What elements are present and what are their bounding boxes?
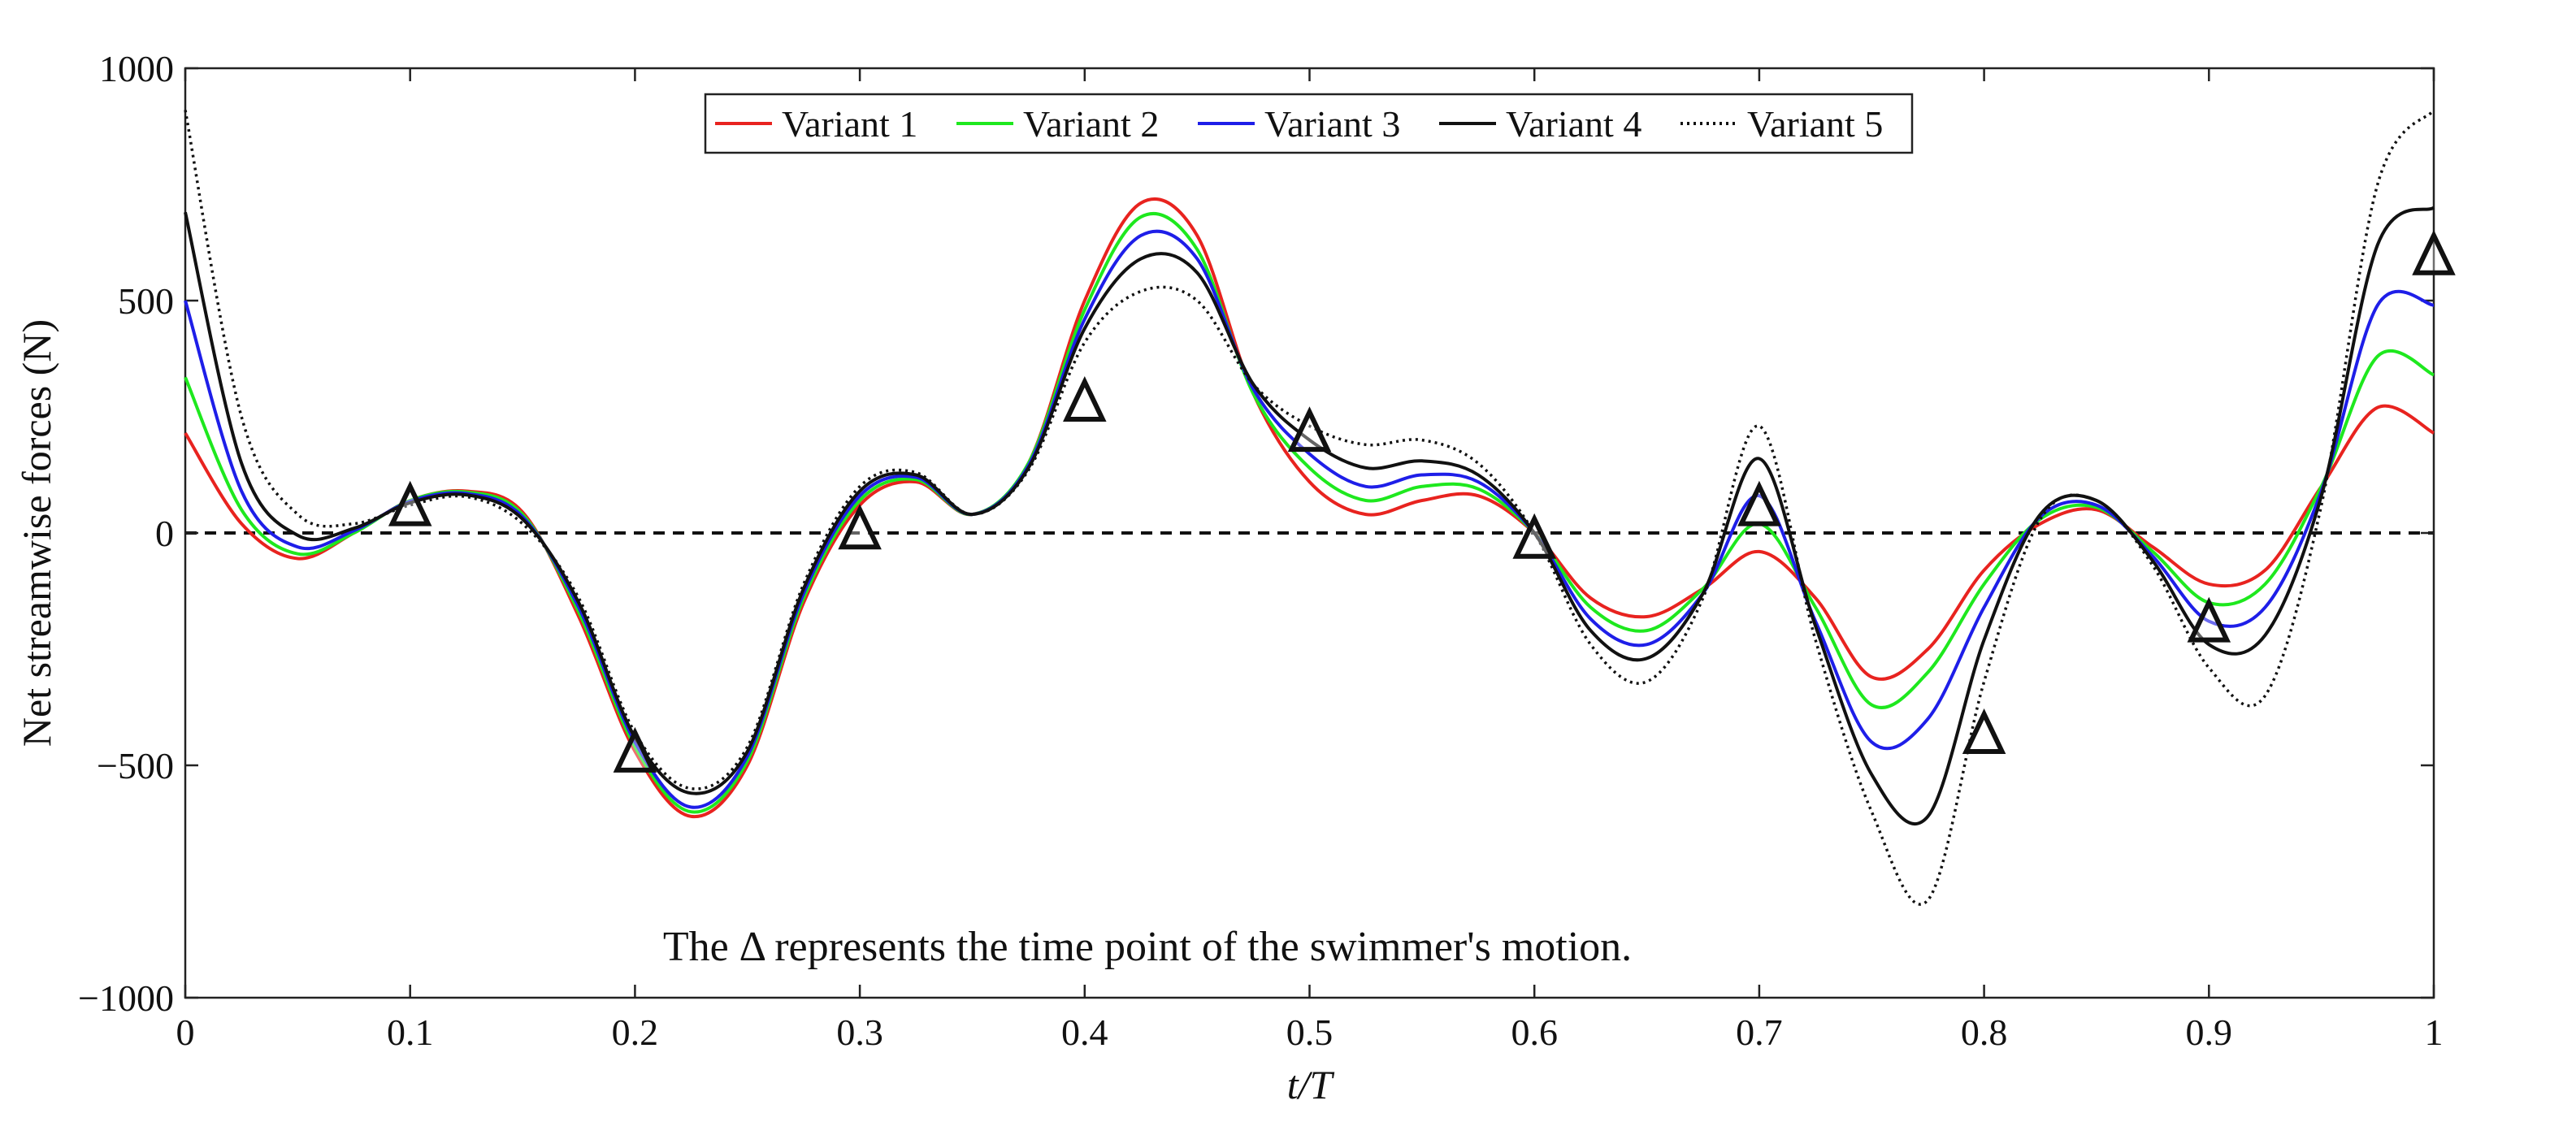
x-tick-label: 0.1 (387, 1012, 434, 1053)
triangle-marker (1962, 708, 2006, 754)
x-tick-label: 0.7 (1736, 1012, 1783, 1053)
series-line-2 (184, 211, 2435, 814)
y-tick-label: 0 (155, 513, 174, 554)
triangle-marker (613, 726, 657, 773)
triangle-marker (1512, 513, 1556, 559)
legend-label-5: Variant 5 (1747, 103, 1883, 145)
x-tick-label: 0.8 (1961, 1012, 2008, 1053)
y-tick-label: 500 (118, 280, 174, 322)
y-tick-label: 1000 (99, 48, 174, 89)
series-line-4 (184, 206, 2435, 826)
x-tick-label: 0.3 (836, 1012, 883, 1053)
triangle-marker (1063, 376, 1107, 422)
legend-label-3: Variant 3 (1264, 103, 1400, 145)
x-tick-label: 0.9 (2186, 1012, 2233, 1053)
y-tick-label: −1000 (78, 977, 174, 1019)
plot-area: 0 0.1 0.2 0.3 0.4 0.5 0.6 0.7 0.8 0.9 1 −1000 −500 0 5… (14, 48, 2456, 1107)
legend-label-1: Variant 1 (782, 103, 917, 145)
legend-box (704, 93, 1914, 154)
x-tick-label: 0.4 (1061, 1012, 1108, 1053)
x-tick-label: 0.2 (612, 1012, 659, 1053)
triangle-marker (2187, 596, 2231, 643)
triangle-marker (388, 480, 432, 526)
triangle-marker (2412, 229, 2456, 275)
x-tick-label: 1 (2425, 1012, 2444, 1053)
y-tick-label: −500 (97, 745, 174, 786)
y-axis-label: Net streamwise forces (N) (14, 319, 59, 747)
x-tick-label: 0 (176, 1012, 195, 1053)
x-tick-label: 0.6 (1511, 1012, 1558, 1053)
triangle-marker (1737, 480, 1781, 526)
series-line-5 (184, 109, 2435, 906)
legend-label-2: Variant 2 (1023, 103, 1159, 145)
x-tick-label: 0.5 (1286, 1012, 1334, 1053)
triangle-marker (1287, 406, 1332, 453)
annotation-text: The Δ represents the time point of the s… (663, 924, 1632, 970)
legend-label-4: Variant 4 (1506, 103, 1641, 145)
triangle-marker (838, 504, 882, 550)
x-axis-label: t/T (1287, 1062, 1335, 1107)
